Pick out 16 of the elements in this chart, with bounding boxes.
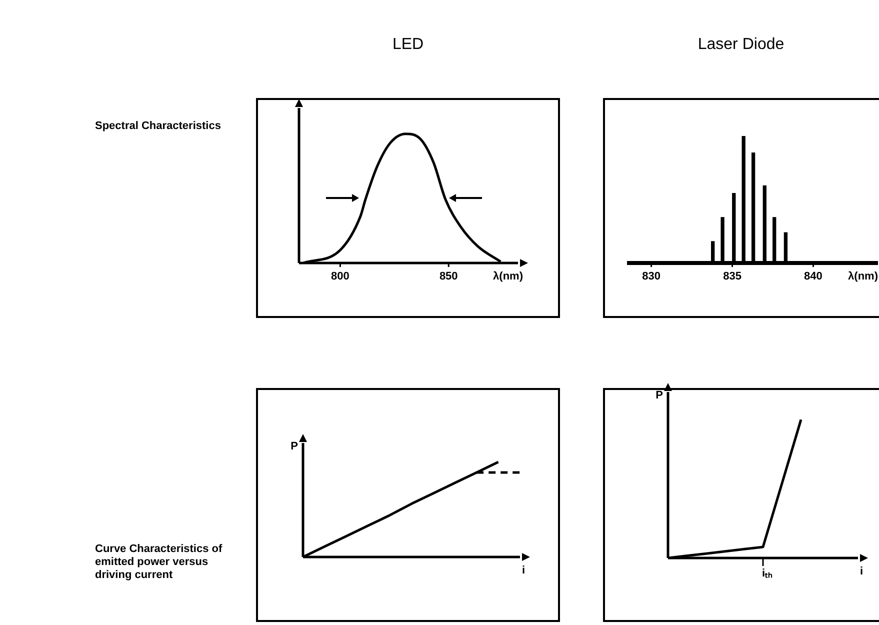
- x-tick-label: 835: [723, 270, 742, 283]
- y-axis-title: P: [290, 440, 298, 453]
- x-axis-title: λ(nm): [493, 270, 524, 283]
- x-axis-title: λ(nm): [848, 270, 878, 283]
- x-axis-title: i: [522, 564, 525, 577]
- x-tick-label: 830: [642, 270, 660, 283]
- x-tick-label: 840: [804, 270, 822, 283]
- text: Spectral Characteristics: [95, 120, 222, 133]
- y-axis-title: P: [656, 390, 663, 402]
- x-tick-label: 800: [331, 270, 350, 283]
- text: iₜₕ: [762, 568, 774, 580]
- x-tick-label: 850: [439, 270, 458, 283]
- chart-title: LED: [391, 36, 425, 54]
- x-axis-title: i: [860, 566, 863, 578]
- chart-title: Laser Diode: [696, 36, 786, 54]
- text: Curve Characteristics of emitted power versus driving current: [95, 543, 223, 582]
